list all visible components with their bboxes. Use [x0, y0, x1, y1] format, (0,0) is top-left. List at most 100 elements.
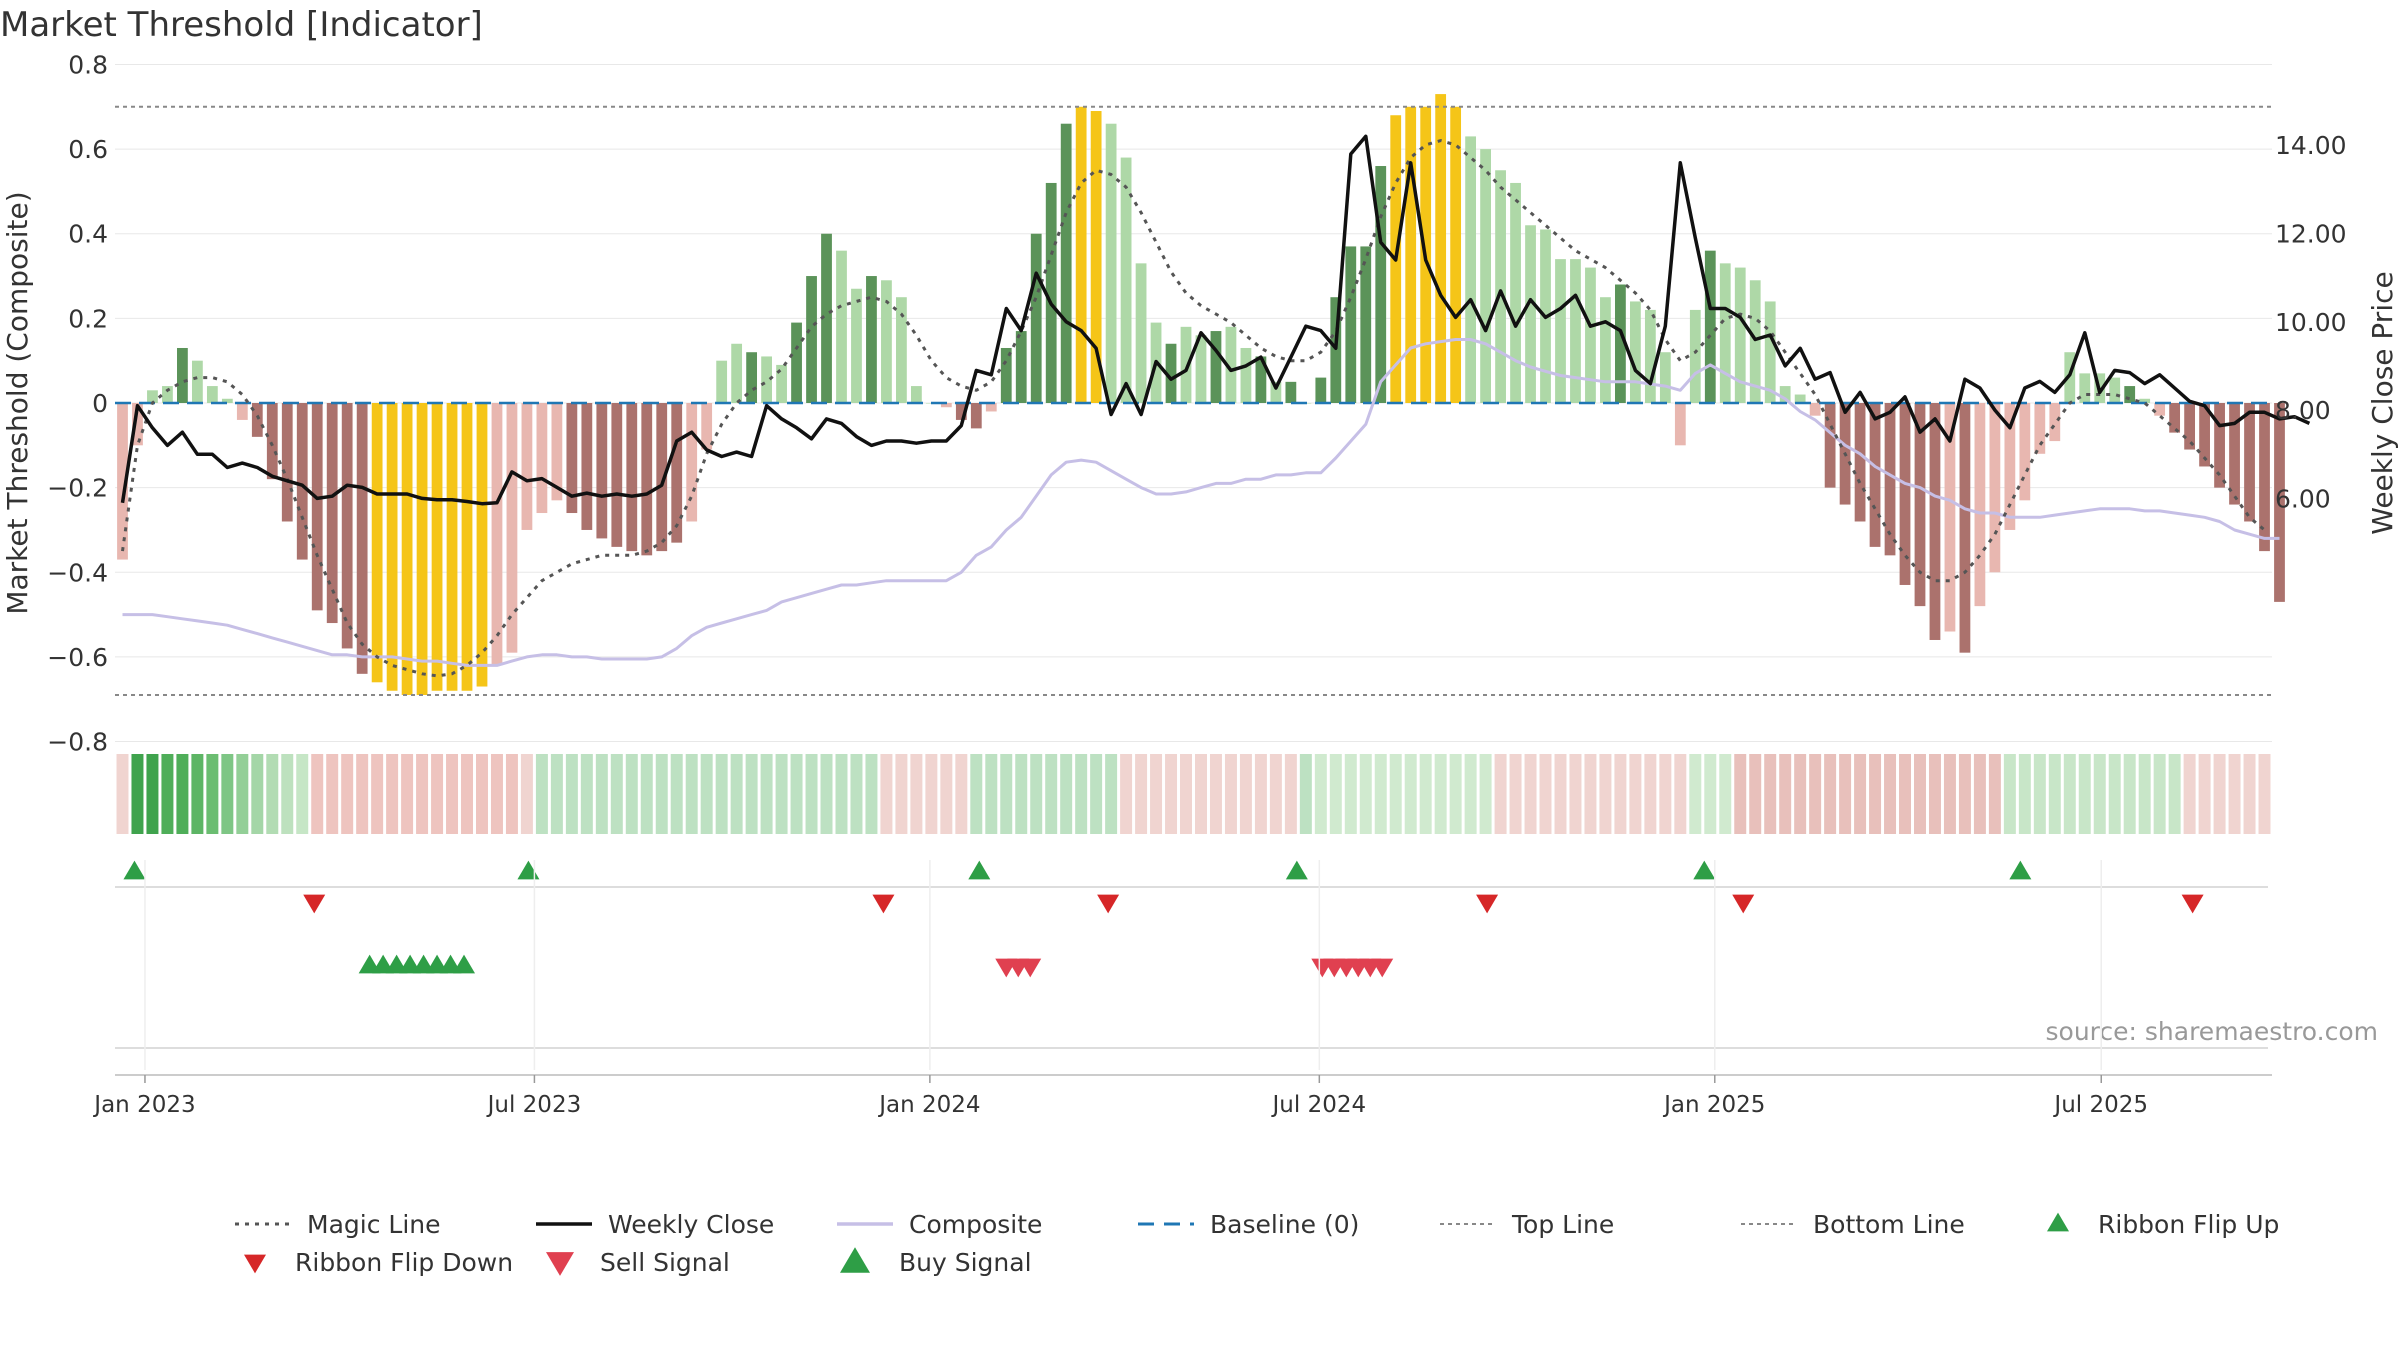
ribbon-segment [161, 754, 174, 834]
composite-bar [2244, 403, 2255, 522]
composite-bar [955, 403, 967, 420]
ribbon-segment [311, 754, 324, 834]
composite-bar [2034, 403, 2046, 454]
ribbon-flip-up-marker [517, 860, 540, 880]
composite-bar [1480, 149, 1491, 403]
composite-bar [896, 297, 907, 403]
composite-bar [806, 276, 817, 403]
ribbon-segment [2123, 754, 2136, 834]
y-tick-label: −0.8 [47, 728, 108, 757]
ribbon-segment [865, 754, 878, 834]
legend-layer: Magic Line Weekly Close Composite Baseline … [235, 1210, 2279, 1277]
ribbon-segment [1434, 754, 1447, 834]
ribbon-segment [1794, 754, 1807, 834]
source-label: source: sharemaestro.com [2046, 1017, 2379, 1046]
composite-bar [1794, 394, 1806, 403]
ribbon-segment [1419, 754, 1432, 834]
composite-bar [431, 403, 443, 691]
composite-bar [1869, 403, 1881, 547]
ribbon-segment [416, 754, 429, 834]
ribbon-segment [565, 754, 578, 834]
ribbon-segment [1060, 754, 1073, 834]
ribbon-segment [446, 754, 459, 834]
composite-bar [581, 403, 593, 530]
composite-bar [1809, 403, 1821, 416]
y2-axis-label: Weekly Close Price [2366, 271, 2399, 534]
ribbon-segment [1899, 754, 1912, 834]
legend-item-sell-signal: Sell Signal [546, 1248, 730, 1277]
composite-bar [326, 403, 338, 624]
composite-bar [191, 360, 203, 403]
composite-bar [940, 403, 952, 408]
composite-bar [446, 403, 458, 691]
ribbon-segment [1539, 754, 1552, 834]
composite-bar [626, 403, 638, 552]
ribbon-segment [610, 754, 623, 834]
composite-bar [386, 403, 398, 691]
x-tick-label: Jul 2025 [2052, 1092, 2148, 1118]
y-tick-label: −0.4 [47, 558, 108, 587]
ribbon-segment [520, 754, 533, 834]
composite-bar [1030, 233, 1042, 403]
ribbon-flip-up-marker [1693, 860, 1716, 880]
composite-bar [1135, 263, 1147, 403]
composite-bar [851, 288, 862, 403]
ribbon-segment [625, 754, 638, 834]
x-tick-label: Jul 2024 [1271, 1092, 1367, 1118]
composite-bar [1989, 403, 2001, 573]
composite-bar [641, 403, 653, 556]
y2-tick-label: 12.00 [2275, 219, 2347, 248]
ribbon-segment [1644, 754, 1657, 834]
legend-label-buy-signal: Buy Signal [899, 1248, 1032, 1277]
composite-bar [1585, 267, 1596, 403]
y-tick-label: 0.8 [68, 50, 108, 79]
ribbon-segment [925, 754, 938, 834]
y-axis-label: Market Threshold (Composite) [1, 191, 34, 614]
ribbon-segment [775, 754, 788, 834]
composite-bar [2199, 403, 2210, 467]
composite-bar [311, 403, 323, 611]
composite-bar [1210, 331, 1222, 403]
ribbon-segment [2018, 754, 2031, 834]
ribbon-flip-down-marker [1097, 894, 1120, 914]
ribbon-segment [1494, 754, 1507, 834]
ribbon-segment [1209, 754, 1222, 834]
ribbon-segment [1973, 754, 1986, 834]
ribbon-segment [880, 754, 893, 834]
ribbon-segment [1614, 754, 1627, 834]
composite-bar [731, 343, 743, 403]
ribbon-segment [1224, 754, 1237, 834]
ribbon-segment [2168, 754, 2181, 834]
composite-bar [1045, 182, 1057, 403]
ribbon-segment [1239, 754, 1252, 834]
composite-bar [686, 403, 698, 522]
ribbon-segment [2033, 754, 2046, 834]
composite-bar [881, 280, 892, 403]
ribbon-segment [715, 754, 728, 834]
composite-bar [1120, 157, 1132, 403]
ribbon-segment [2078, 754, 2091, 834]
legend-item-weekly-close: Weekly Close [536, 1210, 774, 1239]
ribbon-segment [1299, 754, 1312, 834]
composite-bar [521, 403, 533, 530]
composite-bar [2259, 403, 2270, 552]
composite-bar [1570, 259, 1581, 403]
ribbon-segment [2108, 754, 2121, 834]
composite-bar [1734, 267, 1746, 403]
ribbon-segment [790, 754, 803, 834]
composite-bar [401, 403, 413, 695]
legend-label-ribbon-flip-up: Ribbon Flip Up [2098, 1210, 2279, 1239]
composite-bar [1015, 331, 1027, 403]
ribbon-segment [2258, 754, 2271, 834]
chart-title: Market Threshold [Indicator] [0, 5, 483, 45]
legend-label-bottom-line: Bottom Line [1813, 1210, 1965, 1239]
ribbon-segment [1404, 754, 1417, 834]
ribbon-segment [191, 754, 204, 834]
composite-bar [1510, 182, 1521, 403]
ribbon-segment [1165, 754, 1178, 834]
ribbon-segment [2198, 754, 2211, 834]
composite-bar [1450, 106, 1462, 403]
ribbon-flip-down-marker [1476, 894, 1499, 914]
y-tick-label: −0.6 [47, 643, 108, 672]
